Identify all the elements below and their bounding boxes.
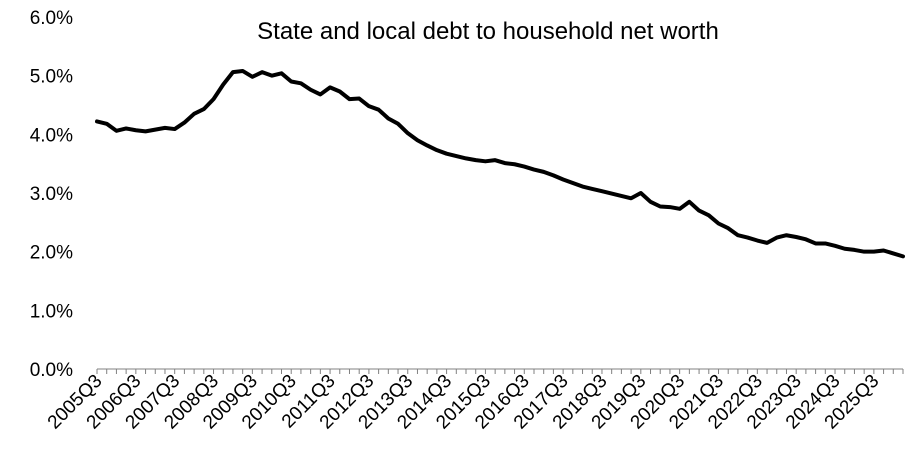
y-tick-label: 3.0% — [30, 184, 73, 205]
y-tick-label: 2.0% — [30, 243, 73, 264]
y-tick-label: 6.0% — [30, 8, 73, 29]
x-axis: 2005Q32006Q32007Q32008Q32009Q32010Q32011… — [44, 368, 904, 433]
y-axis-tick-labels: 0.0% 1.0% 2.0% 3.0% 4.0% 5.0% 6.0% — [30, 8, 73, 381]
y-tick-label: 5.0% — [30, 67, 73, 88]
series-group — [95, 68, 905, 259]
y-tick-label: 0.0% — [30, 360, 73, 381]
y-tick-label: 4.0% — [30, 125, 73, 146]
y-tick-label: 1.0% — [30, 301, 73, 322]
chart-title: State and local debt to household net wo… — [257, 18, 719, 45]
series-line — [95, 68, 905, 259]
